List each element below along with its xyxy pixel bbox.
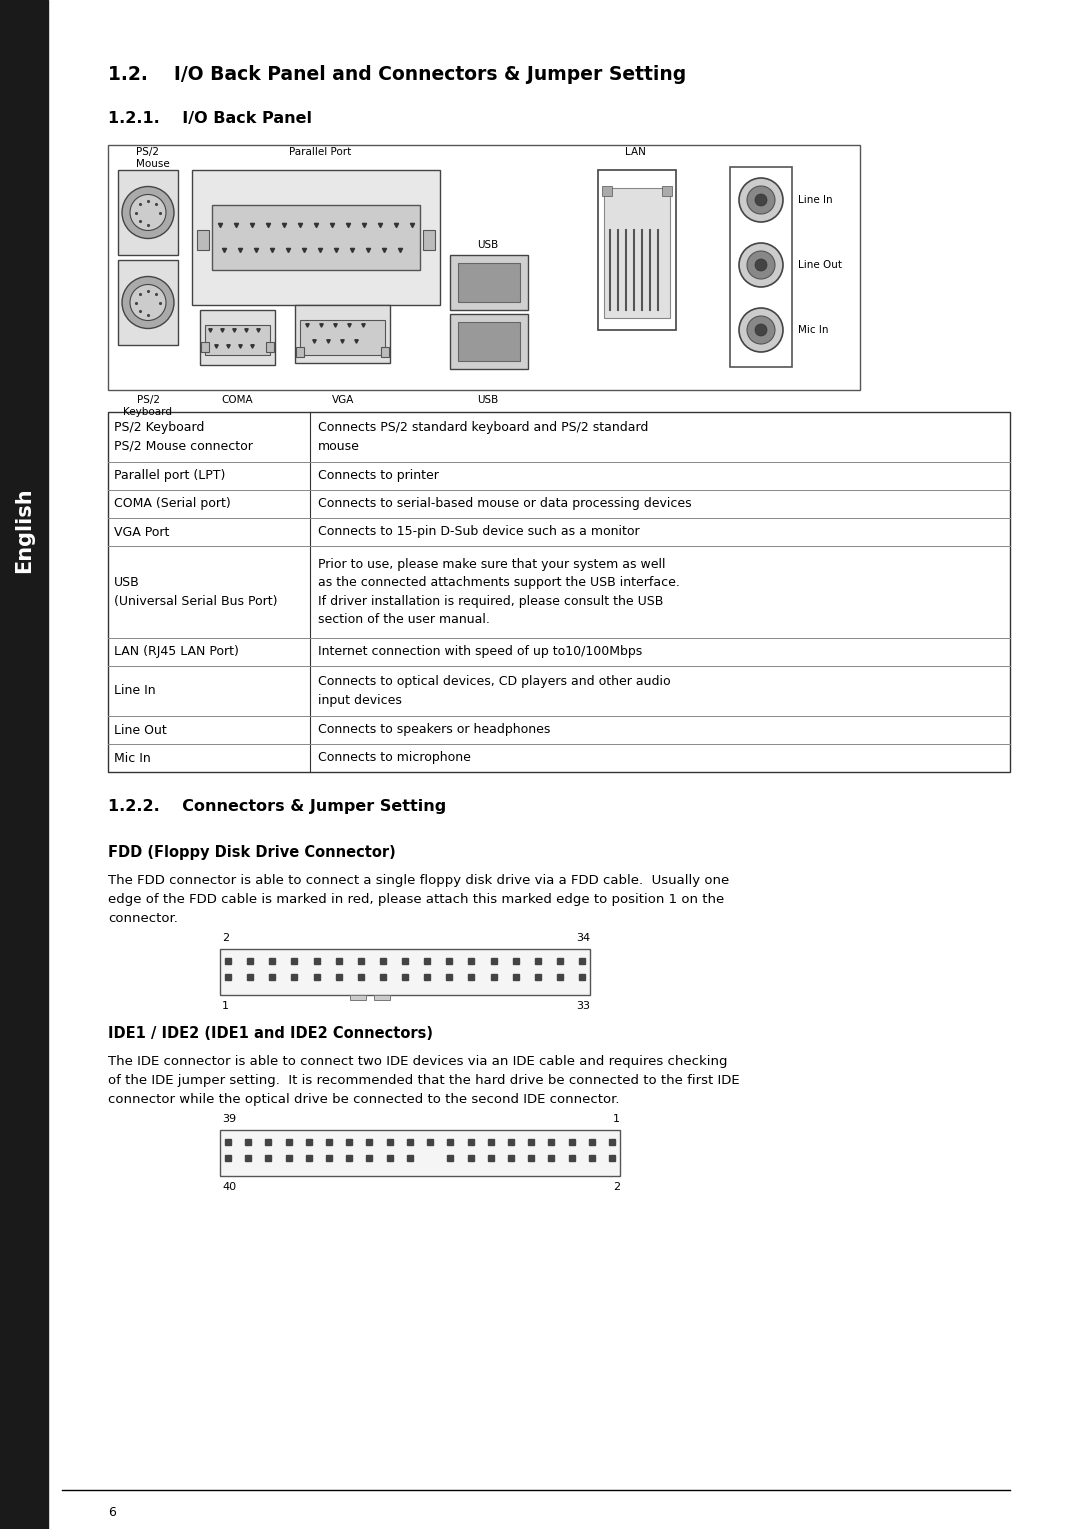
Bar [458, 263, 519, 303]
Text: USB
(Universal Serial Bus Port): USB (Universal Serial Bus Port) [114, 576, 278, 607]
Bar [730, 167, 792, 367]
Text: PS/2: PS/2 [136, 394, 160, 405]
Bar [220, 950, 590, 995]
Text: Connects to 15-pin D-Sub device such as a monitor: Connects to 15-pin D-Sub device such as … [318, 526, 639, 538]
Text: Prior to use, please make sure that your system as well
as the connected attachm: Prior to use, please make sure that your… [318, 558, 680, 627]
Circle shape [130, 194, 166, 231]
Text: of the IDE jumper setting.  It is recommended that the hard drive be connected t: of the IDE jumper setting. It is recomme… [108, 1073, 740, 1087]
Circle shape [755, 324, 767, 336]
Text: The IDE connector is able to connect two IDE devices via an IDE cable and requir: The IDE connector is able to connect two… [108, 1055, 728, 1067]
Text: VGA: VGA [332, 394, 354, 405]
Text: 1: 1 [613, 1115, 620, 1124]
Circle shape [755, 258, 767, 271]
Text: 2: 2 [222, 933, 229, 943]
Text: Mouse: Mouse [136, 159, 170, 170]
Bar [201, 342, 210, 352]
Text: Parallel port (LPT): Parallel port (LPT) [114, 469, 226, 483]
Text: LAN (RJ45 LAN Port): LAN (RJ45 LAN Port) [114, 645, 239, 659]
Circle shape [747, 187, 775, 214]
Circle shape [130, 284, 166, 321]
Text: USB: USB [477, 240, 499, 251]
Bar [450, 255, 528, 310]
Text: COMA (Serial port): COMA (Serial port) [114, 497, 231, 511]
Text: Connects to speakers or headphones: Connects to speakers or headphones [318, 723, 551, 737]
Text: Mic In: Mic In [114, 751, 151, 764]
Bar [450, 313, 528, 368]
Text: The FDD connector is able to connect a single floppy disk drive via a FDD cable.: The FDD connector is able to connect a s… [108, 875, 729, 887]
Text: LAN: LAN [624, 147, 646, 157]
Bar [374, 995, 390, 1000]
Text: VGA Port: VGA Port [114, 526, 170, 538]
Bar [604, 188, 670, 318]
Text: USB: USB [477, 394, 499, 405]
Text: PS/2: PS/2 [136, 147, 159, 157]
Bar [458, 323, 519, 361]
Bar [220, 1130, 620, 1176]
Text: 1: 1 [222, 1001, 229, 1011]
Text: COMA: COMA [221, 394, 253, 405]
Text: 40: 40 [222, 1182, 237, 1193]
Circle shape [747, 251, 775, 278]
Circle shape [739, 243, 783, 287]
Text: IDE1 / IDE2 (IDE1 and IDE2 Connectors): IDE1 / IDE2 (IDE1 and IDE2 Connectors) [108, 1026, 433, 1041]
Bar [266, 342, 274, 352]
Text: 1.2.1.    I/O Back Panel: 1.2.1. I/O Back Panel [108, 110, 312, 125]
Bar [200, 310, 275, 365]
Bar [108, 411, 1010, 772]
Bar [662, 187, 672, 196]
Bar [423, 229, 435, 251]
Text: Line In: Line In [798, 196, 833, 205]
Bar [118, 260, 178, 346]
Bar [118, 170, 178, 255]
Text: connector.: connector. [108, 911, 178, 925]
Text: Mic In: Mic In [798, 326, 828, 335]
Bar [300, 320, 384, 355]
Circle shape [122, 187, 174, 239]
Text: Internet connection with speed of up to10/100Mbps: Internet connection with speed of up to1… [318, 645, 643, 659]
Bar [192, 170, 440, 304]
Bar [212, 205, 420, 271]
Text: edge of the FDD cable is marked in red, please attach this marked edge to positi: edge of the FDD cable is marked in red, … [108, 893, 725, 907]
Text: Parallel Port: Parallel Port [288, 147, 351, 157]
Bar [295, 304, 390, 362]
Text: 39: 39 [222, 1115, 237, 1124]
Bar [602, 187, 612, 196]
Text: 2: 2 [612, 1182, 620, 1193]
Text: English: English [14, 488, 33, 573]
Text: 6: 6 [108, 1506, 116, 1518]
Text: Line In: Line In [114, 685, 156, 697]
Text: Keyboard: Keyboard [123, 407, 173, 417]
Text: Connects PS/2 standard keyboard and PS/2 standard
mouse: Connects PS/2 standard keyboard and PS/2… [318, 422, 648, 453]
Bar [350, 995, 365, 1000]
Text: 34: 34 [576, 933, 590, 943]
Text: FDD (Floppy Disk Drive Connector): FDD (Floppy Disk Drive Connector) [108, 844, 395, 859]
Bar [381, 347, 389, 356]
Text: 1.2.2.    Connectors & Jumper Setting: 1.2.2. Connectors & Jumper Setting [108, 800, 446, 815]
Text: connector while the optical drive be connected to the second IDE connector.: connector while the optical drive be con… [108, 1093, 620, 1105]
Bar [598, 170, 676, 330]
Circle shape [747, 317, 775, 344]
Bar [0, 0, 48, 1529]
Text: Connects to microphone: Connects to microphone [318, 751, 471, 764]
Text: PS/2 Keyboard
PS/2 Mouse connector: PS/2 Keyboard PS/2 Mouse connector [114, 422, 253, 453]
Text: Connects to serial-based mouse or data processing devices: Connects to serial-based mouse or data p… [318, 497, 691, 511]
Circle shape [739, 307, 783, 352]
Bar [108, 145, 860, 390]
Text: Line Out: Line Out [798, 260, 842, 271]
Circle shape [755, 194, 767, 206]
Text: Connects to printer: Connects to printer [318, 469, 438, 483]
Bar [197, 229, 210, 251]
Bar [205, 326, 270, 355]
Text: 1.2.    I/O Back Panel and Connectors & Jumper Setting: 1.2. I/O Back Panel and Connectors & Jum… [108, 66, 686, 84]
Text: 33: 33 [576, 1001, 590, 1011]
Circle shape [122, 277, 174, 329]
Text: Line Out: Line Out [114, 723, 166, 737]
Bar [296, 347, 303, 356]
Text: Connects to optical devices, CD players and other audio
input devices: Connects to optical devices, CD players … [318, 676, 671, 706]
Circle shape [739, 177, 783, 222]
